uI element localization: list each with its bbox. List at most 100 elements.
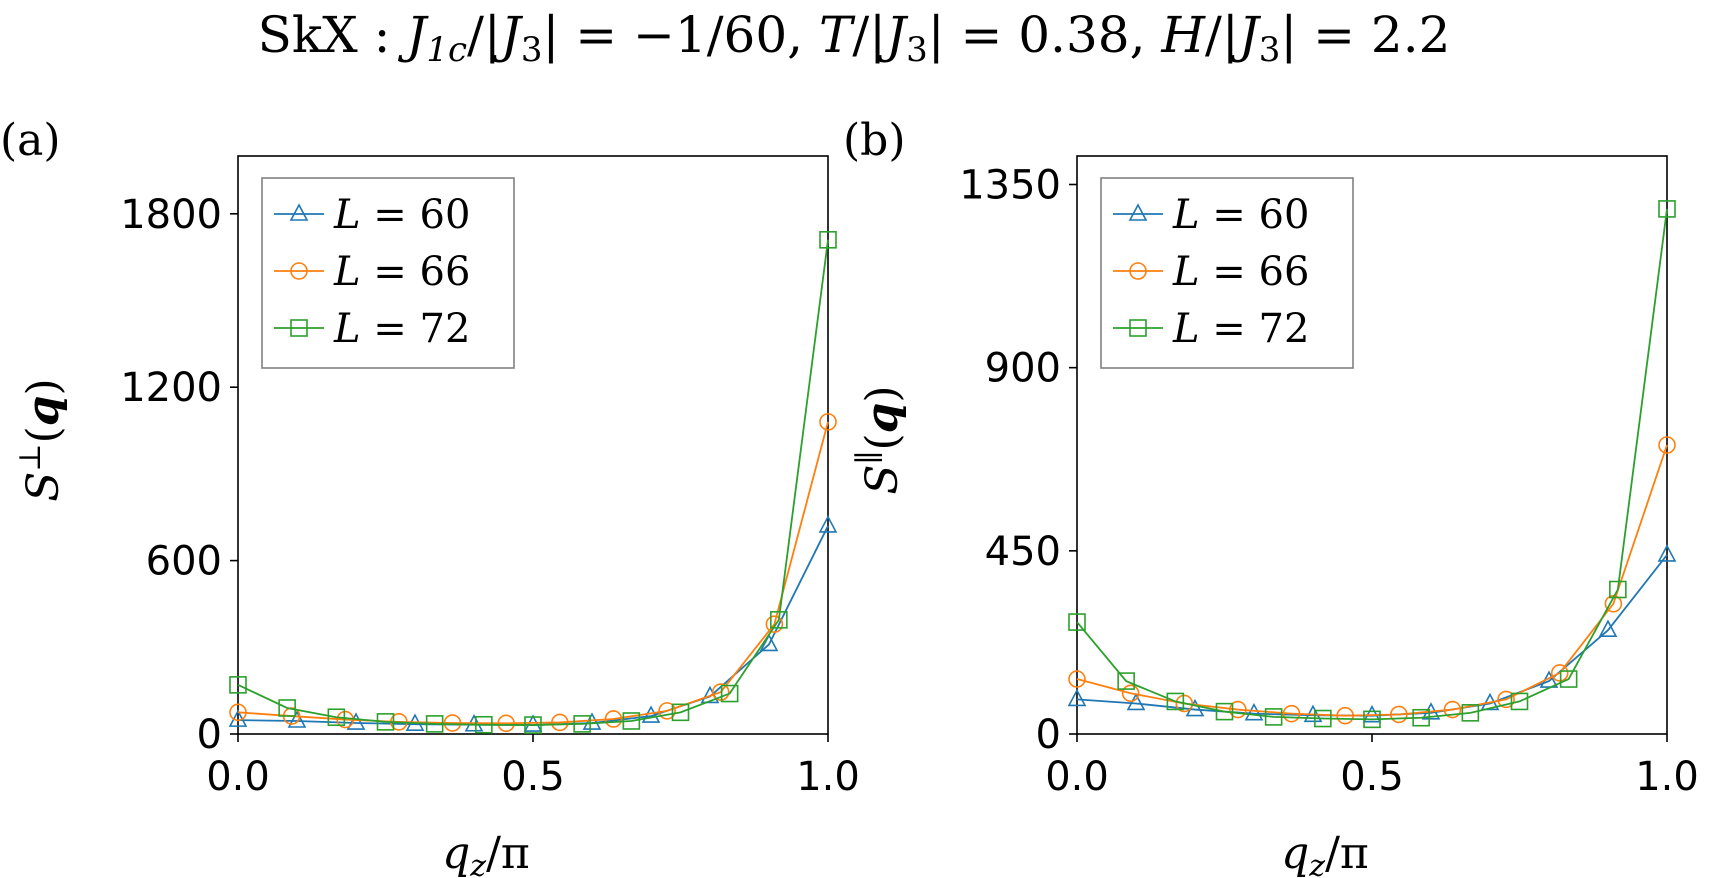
figure-title: SkX : J1c/|J3| = −1/60, T/|J3| = 0.38, H… xyxy=(258,6,1451,70)
data-point-L72 xyxy=(622,712,641,730)
panel-label-a: (a) xyxy=(0,115,61,166)
y-tick-label: 600 xyxy=(146,539,222,585)
data-point-L72 xyxy=(1461,704,1480,722)
y-tick-label: 1200 xyxy=(120,365,222,411)
data-point-L66 xyxy=(1658,436,1676,454)
data-point-L66 xyxy=(1068,670,1086,688)
x-tick-label: 0.5 xyxy=(1340,754,1404,800)
data-point-L72 xyxy=(229,676,247,694)
y-axis-label-b: S∥(q) xyxy=(852,385,908,494)
data-point-L66 xyxy=(443,714,462,732)
data-point-L66 xyxy=(551,713,569,732)
plot-area-a: 0.0 0.5 1.0 0 600 1200 1800 L = 60 L = 66 L = 72 xyxy=(120,155,860,800)
data-point-L60 xyxy=(818,515,838,533)
legend-label-L72: L = 72 xyxy=(1172,306,1309,352)
legend-label-L66: L = 66 xyxy=(1172,249,1309,295)
data-point-L72 xyxy=(475,715,493,734)
series-line-L72 xyxy=(1076,208,1668,721)
series-line-L66 xyxy=(237,421,829,725)
y-tick-label: 450 xyxy=(985,529,1061,575)
data-point-L72 xyxy=(1117,672,1135,690)
data-point-L72 xyxy=(376,713,395,731)
data-point-L72 xyxy=(1363,710,1381,729)
data-point-L66 xyxy=(1443,700,1462,719)
legend-marker-L72 xyxy=(1129,319,1147,337)
x-tick-label: 1.0 xyxy=(796,754,860,800)
x-tick-label: 0.0 xyxy=(206,754,270,800)
data-point-L66 xyxy=(819,413,837,431)
data-point-L72 xyxy=(1609,580,1627,599)
data-point-L72 xyxy=(573,715,591,733)
data-point-L72 xyxy=(425,715,444,733)
data-point-L66 xyxy=(229,703,247,722)
plot-area-b: 0.0 0.5 1.0 0 450 900 1350 L = 60 L = 66 L = 72 xyxy=(959,155,1699,800)
data-point-L60 xyxy=(346,712,366,730)
data-point-L72 xyxy=(1412,708,1430,727)
data-point-L66 xyxy=(765,615,784,633)
data-point-L72 xyxy=(1314,709,1332,728)
y-tick-label: 0 xyxy=(197,712,222,758)
legend-marker-L60 xyxy=(289,203,309,221)
legend-marker-L66 xyxy=(290,262,308,280)
legend: L = 60 L = 66 L = 72 xyxy=(1100,177,1354,369)
y-tick-label: 1350 xyxy=(959,162,1061,208)
data-point-L60 xyxy=(1598,619,1618,638)
data-point-L66 xyxy=(1497,690,1515,709)
data-point-L60 xyxy=(1657,544,1677,562)
data-point-L72 xyxy=(327,708,346,727)
legend-marker-L60 xyxy=(1128,203,1148,221)
y-tick-label: 1800 xyxy=(120,192,222,238)
data-point-L72 xyxy=(1215,702,1234,721)
series-line-L60 xyxy=(1076,554,1668,717)
data-point-L66 xyxy=(1550,664,1569,682)
data-point-L66 xyxy=(1175,694,1194,713)
data-point-L72 xyxy=(1068,613,1086,631)
legend: L = 60 L = 66 L = 72 xyxy=(261,177,515,369)
data-point-L72 xyxy=(1264,708,1283,726)
data-point-L72 xyxy=(1559,670,1578,688)
legend-label-L72: L = 72 xyxy=(333,306,470,352)
data-point-L60 xyxy=(1185,698,1205,717)
data-point-L72 xyxy=(278,699,296,717)
legend-label-L60: L = 60 xyxy=(1172,192,1309,238)
x-axis-label-b: qz/π xyxy=(1281,828,1369,878)
data-point-L72 xyxy=(720,684,739,703)
data-point-L66 xyxy=(711,683,730,701)
data-point-L66 xyxy=(1336,706,1354,725)
data-point-L66 xyxy=(497,714,515,733)
data-point-L72 xyxy=(770,611,788,629)
data-point-L66 xyxy=(658,702,676,720)
data-point-L72 xyxy=(819,231,837,249)
data-point-L66 xyxy=(1604,594,1623,613)
data-point-L72 xyxy=(1658,200,1676,218)
x-axis-label-a: qz/π xyxy=(442,828,530,878)
data-point-L60 xyxy=(759,633,779,652)
data-point-L66 xyxy=(1229,700,1247,719)
data-point-L72 xyxy=(1510,692,1529,711)
data-point-L66 xyxy=(1282,704,1301,723)
series-line-L72 xyxy=(237,239,829,726)
data-point-L60 xyxy=(1244,702,1264,721)
legend-marker-L72 xyxy=(290,319,308,337)
data-point-L60 xyxy=(1067,688,1087,707)
x-tick-label: 0.5 xyxy=(501,754,565,800)
y-axis-label-a: S⊥(q) xyxy=(13,378,69,501)
data-point-L72 xyxy=(524,716,542,734)
data-point-L72 xyxy=(671,703,690,722)
y-tick-label: 900 xyxy=(985,346,1061,392)
legend-marker-L66 xyxy=(1129,262,1147,280)
data-point-L66 xyxy=(1390,705,1408,724)
data-point-L66 xyxy=(604,710,623,728)
panel-label-b: (b) xyxy=(843,115,906,166)
data-point-L72 xyxy=(1166,692,1185,711)
data-point-L66 xyxy=(1121,684,1140,703)
data-point-L60 xyxy=(287,710,307,728)
x-tick-label: 0.0 xyxy=(1045,754,1109,800)
legend-label-L60: L = 60 xyxy=(333,192,470,238)
series-line-L66 xyxy=(1076,444,1668,717)
legend-label-L66: L = 66 xyxy=(333,249,470,295)
series-line-L60 xyxy=(237,525,829,726)
y-tick-label: 0 xyxy=(1036,712,1061,758)
